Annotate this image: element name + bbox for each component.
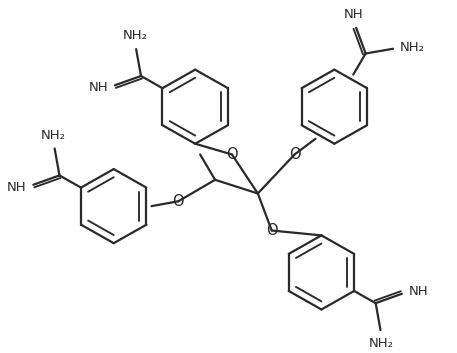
Text: O: O xyxy=(226,147,238,162)
Text: NH: NH xyxy=(409,285,428,298)
Text: NH: NH xyxy=(344,8,364,22)
Text: NH₂: NH₂ xyxy=(122,29,148,42)
Text: O: O xyxy=(289,147,300,162)
Text: O: O xyxy=(266,223,277,238)
Text: NH₂: NH₂ xyxy=(369,337,394,350)
Text: NH: NH xyxy=(7,181,27,193)
Text: NH₂: NH₂ xyxy=(400,41,425,54)
Text: NH₂: NH₂ xyxy=(41,129,66,142)
Text: O: O xyxy=(172,194,184,209)
Text: NH: NH xyxy=(89,81,108,94)
